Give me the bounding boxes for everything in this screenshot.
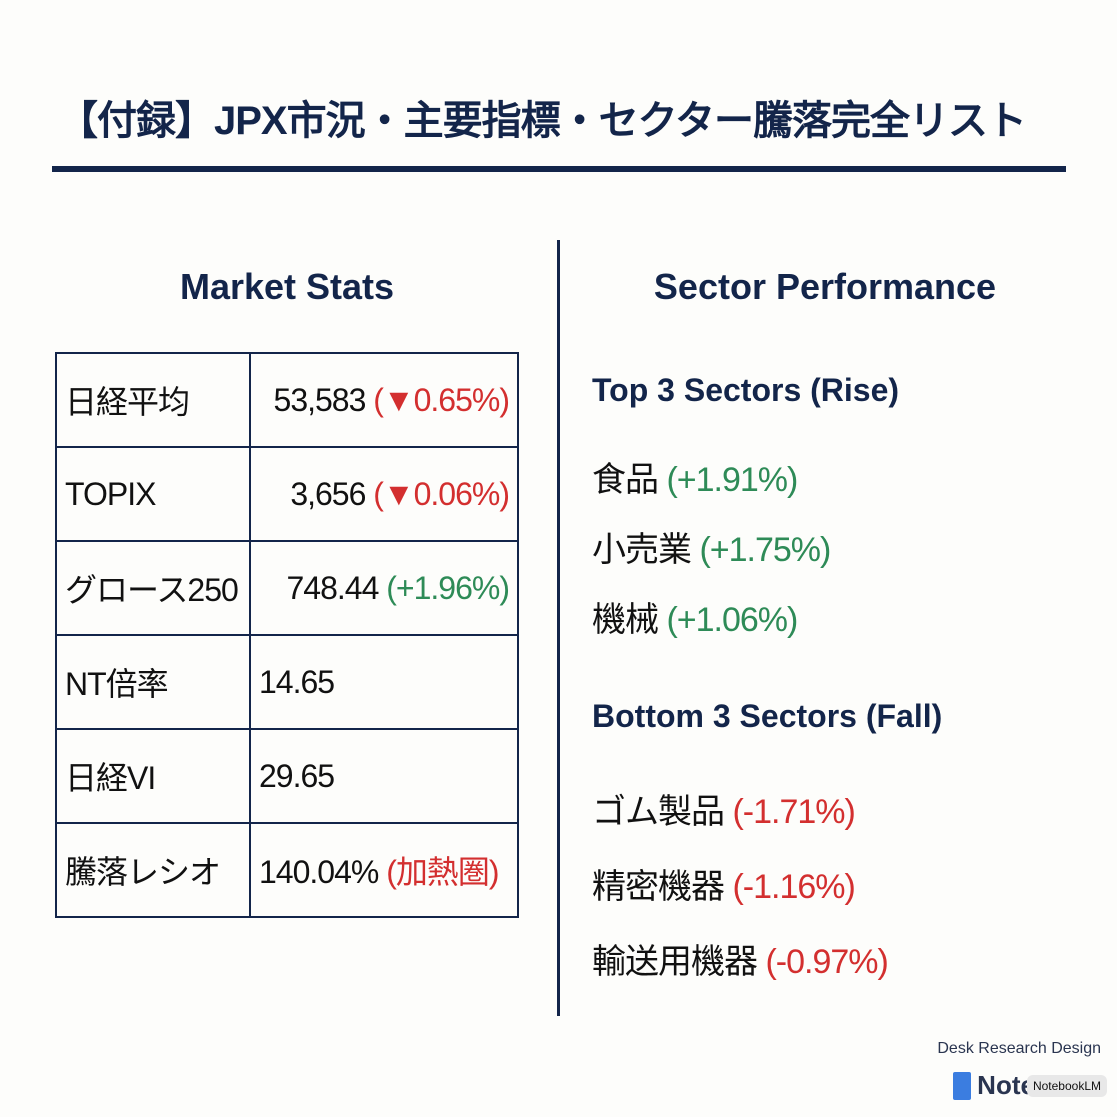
stat-value: 140.04% <box>259 854 379 890</box>
table-row: 日経平均 53,583 (▼0.65%) <box>55 352 519 448</box>
stat-label: 日経VI <box>55 728 251 824</box>
stat-value-cell: 140.04% (加熱圏) <box>249 822 519 918</box>
sector-item: 小売業 (+1.75%) <box>592 522 831 571</box>
market-stats-heading: Market Stats <box>179 266 395 307</box>
sector-name: 輸送用機器 <box>592 943 758 981</box>
table-row: 騰落レシオ 140.04% (加熱圏) <box>55 822 519 918</box>
sector-name: 食品 <box>592 461 659 499</box>
sector-performance-heading: Sector Performance <box>653 266 997 307</box>
stat-change: (加熱圏) <box>386 854 499 890</box>
stat-value-cell: 29.65 <box>249 728 519 824</box>
table-row: NT倍率 14.65 <box>55 634 519 730</box>
logo-text: Note <box>977 1070 1035 1100</box>
watermark: NotebookLM <box>1026 1074 1107 1097</box>
stat-value-cell: 3,656 (▼0.06%) <box>249 446 519 542</box>
column-divider <box>557 240 560 1016</box>
sector-item: ゴム製品 (-1.71%) <box>592 784 856 833</box>
sector-item: 食品 (+1.91%) <box>592 452 798 501</box>
sector-change: (-1.16%) <box>732 868 855 906</box>
stat-value-cell: 748.44 (+1.96%) <box>249 540 519 636</box>
sector-item: 精密機器 (-1.16%) <box>592 859 856 908</box>
stat-value: 29.65 <box>259 757 335 794</box>
title-underline <box>52 166 1066 172</box>
page-title: 【付録】JPX市況・主要指標・セクター騰落完全リスト <box>58 99 1027 143</box>
table-row: TOPIX 3,656 (▼0.06%) <box>55 446 519 542</box>
stat-value: 3,656 <box>290 475 366 512</box>
table-row: グロース250 748.44 (+1.96%) <box>55 540 519 636</box>
sector-change: (+1.75%) <box>699 531 831 569</box>
stat-label: グロース250 <box>55 540 251 636</box>
stat-value: 14.65 <box>259 663 335 700</box>
stat-change: (▼0.65%) <box>373 381 510 418</box>
sector-change: (-0.97%) <box>765 943 888 981</box>
sector-name: ゴム製品 <box>592 793 725 831</box>
stat-label: 騰落レシオ <box>55 822 251 918</box>
stat-change: (▼0.06%) <box>373 475 510 512</box>
notebooklm-logo: Note NotebookLM <box>953 1070 1107 1101</box>
bottom-sectors-heading: Bottom 3 Sectors (Fall) <box>592 698 943 734</box>
stat-value: 748.44 <box>286 569 380 606</box>
sector-change: (+1.06%) <box>666 601 798 639</box>
book-icon <box>953 1071 972 1100</box>
stat-label: 日経平均 <box>55 352 251 448</box>
brand-text: Desk Research Design <box>937 1040 1101 1057</box>
stat-change: (+1.96%) <box>386 569 510 606</box>
market-stats-table: 日経平均 53,583 (▼0.65%) TOPIX 3,656 (▼0.06%) グロ… <box>55 352 519 918</box>
stat-label: NT倍率 <box>55 634 251 730</box>
stat-value: 53,583 <box>273 381 367 418</box>
stat-value-cell: 14.65 <box>249 634 519 730</box>
sector-name: 機械 <box>592 601 659 639</box>
stat-label: TOPIX <box>55 446 251 542</box>
table-row: 日経VI 29.65 <box>55 728 519 824</box>
sector-name: 精密機器 <box>592 868 725 906</box>
sector-name: 小売業 <box>592 531 692 569</box>
sector-item: 輸送用機器 (-0.97%) <box>592 934 889 983</box>
sector-change: (+1.91%) <box>666 461 798 499</box>
top-sectors-heading: Top 3 Sectors (Rise) <box>592 372 900 408</box>
stat-value-cell: 53,583 (▼0.65%) <box>249 352 519 448</box>
sector-change: (-1.71%) <box>732 793 855 831</box>
sector-item: 機械 (+1.06%) <box>592 592 798 641</box>
